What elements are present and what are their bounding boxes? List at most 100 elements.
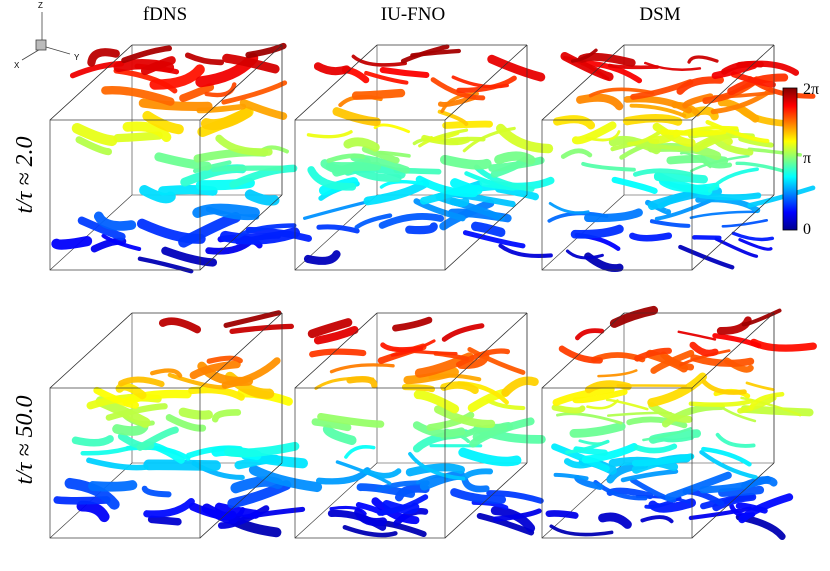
- vortex-tube: [149, 64, 205, 90]
- vortex-tube: [501, 376, 539, 397]
- vortex-tube: [302, 199, 371, 220]
- vortex-tube: [139, 185, 176, 204]
- vortex-tube: [105, 403, 168, 421]
- vortex-tube: [206, 355, 243, 364]
- vortex-tube: [351, 88, 406, 100]
- vortex-tube: [354, 508, 388, 526]
- vortex-tube: [154, 152, 212, 171]
- vortex-tube: [747, 185, 816, 208]
- vortex-tube: [461, 476, 490, 493]
- vortex-tube: [344, 445, 376, 459]
- vortex-tube: [362, 468, 402, 479]
- vortex-tube: [363, 179, 430, 206]
- vortex-tube: [738, 493, 794, 524]
- vortex-tube: [101, 85, 175, 106]
- vortex-tube: [75, 136, 113, 156]
- vortex-tube: [412, 421, 466, 438]
- vortex-tube: [188, 502, 237, 520]
- vortex-tube: [578, 439, 609, 446]
- vortex-tube: [714, 237, 759, 258]
- vortex-tube: [570, 48, 598, 63]
- vortex-tube: [688, 398, 754, 407]
- vortex-tube: [221, 80, 288, 105]
- vortex-tube: [629, 103, 687, 118]
- vortex-tube: [731, 231, 775, 242]
- vortex-tube: [451, 75, 509, 89]
- vortex-tube: [611, 176, 658, 195]
- vortex-tube: [689, 341, 719, 357]
- vortex-tube: [660, 351, 695, 371]
- vortex-tube: [118, 376, 165, 388]
- vortex-tube: [699, 450, 758, 480]
- vortex-tube: [192, 203, 260, 218]
- vortex-tube: [647, 372, 707, 407]
- vortex-tube: [440, 381, 479, 395]
- vortex-tube: [215, 134, 273, 156]
- vortex-tube: [462, 230, 526, 249]
- vortex-tube: [552, 385, 615, 406]
- vortex-tube: [607, 63, 660, 70]
- vortex-tube: [413, 198, 466, 222]
- vortex-tube: [548, 201, 590, 215]
- vortex-tube: [692, 235, 722, 241]
- vortex-tube: [101, 233, 142, 251]
- cube-edge: [691, 44, 775, 121]
- vortex-tube: [239, 99, 288, 120]
- cube-edge: [294, 44, 378, 121]
- panel: [294, 312, 546, 539]
- vortex-tube: [405, 463, 466, 477]
- vortex-tube: [609, 305, 659, 328]
- vortex-tube: [598, 512, 632, 529]
- vortex-tube: [307, 166, 357, 191]
- vortex-tube: [462, 126, 516, 153]
- axes-triad: [21, 12, 71, 61]
- vortex-tube: [313, 62, 351, 76]
- vortex-tube: [51, 235, 93, 250]
- vortex-tube: [560, 51, 614, 82]
- vortex-tube: [142, 110, 184, 135]
- vortex-tube: [77, 216, 126, 241]
- vortex-tube: [715, 432, 756, 448]
- vortex-tube: [571, 121, 617, 145]
- vortex-tube: [316, 224, 360, 234]
- vortex-tube: [354, 213, 393, 230]
- vortex-tube: [179, 83, 215, 103]
- vortex-tube: [560, 148, 593, 159]
- vortex-tube: [392, 316, 433, 332]
- vortex-tube: [581, 161, 636, 172]
- vortex-tube: [121, 45, 173, 64]
- vortex-tube: [456, 352, 490, 369]
- vortex-tube: [147, 515, 182, 526]
- panel: [49, 42, 312, 274]
- vortex-tube: [245, 42, 287, 59]
- vortex-tube: [494, 151, 536, 165]
- cube-edge: [199, 312, 283, 389]
- vortex-tube: [565, 249, 604, 260]
- vortex-tube: [681, 106, 719, 121]
- vortex-tube: [660, 129, 727, 136]
- vortex-tube: [738, 136, 774, 148]
- vortex-tube: [53, 496, 111, 505]
- vortex-tube: [649, 219, 691, 228]
- vortex-tube: [326, 153, 366, 164]
- vortex-tube: [71, 435, 114, 447]
- vortex-tube: [648, 402, 693, 423]
- vortex-tube: [687, 55, 719, 64]
- vortex-tube: [486, 490, 544, 504]
- vortex-tube: [575, 328, 605, 341]
- colorbar-tick: 0: [803, 221, 811, 238]
- vortex-tube: [307, 318, 353, 339]
- vortex-tube: [329, 363, 395, 374]
- vortex-tube: [629, 232, 673, 242]
- vortex-tube: [492, 508, 542, 522]
- vortex-tube: [322, 424, 357, 445]
- vortex-tube: [467, 347, 526, 375]
- vortex-tube: [581, 443, 638, 464]
- colorbar-tick: 2π: [803, 81, 819, 98]
- column-title: fDNS: [143, 4, 187, 25]
- vortex-tube: [738, 238, 773, 251]
- vortex-tube: [721, 61, 764, 75]
- vortex-tube: [634, 347, 672, 362]
- vortex-tube: [165, 414, 207, 432]
- vortex-tube: [211, 409, 242, 423]
